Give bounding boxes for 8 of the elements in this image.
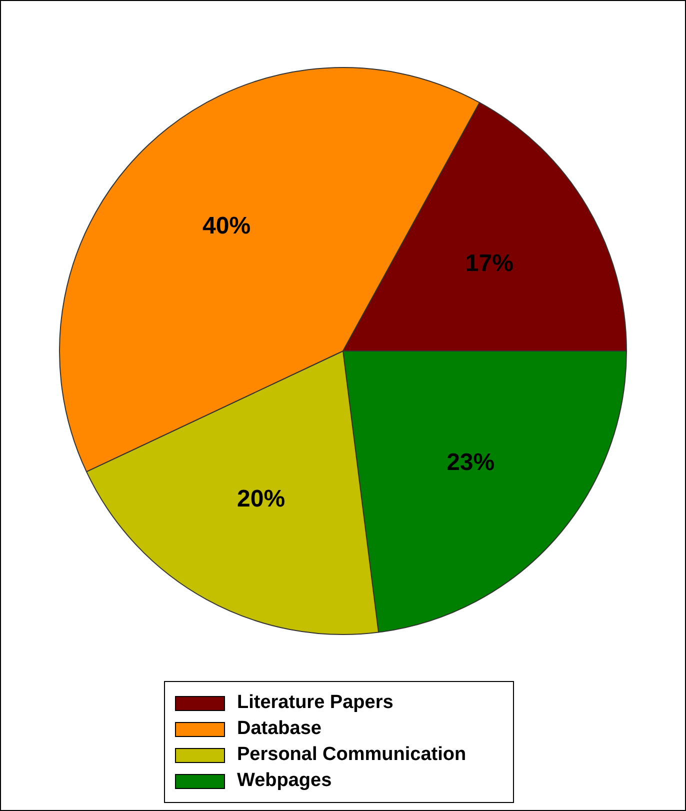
legend-label: Database (237, 718, 322, 740)
data-label: 17% (465, 250, 514, 278)
data-label: 20% (237, 486, 286, 513)
legend-label: Literature Papers (237, 692, 394, 714)
legend-label: Personal Communication (237, 744, 466, 766)
legend-label: Webpages (237, 770, 332, 792)
data-label: 23% (446, 449, 495, 476)
data-label: 40% (202, 212, 251, 240)
